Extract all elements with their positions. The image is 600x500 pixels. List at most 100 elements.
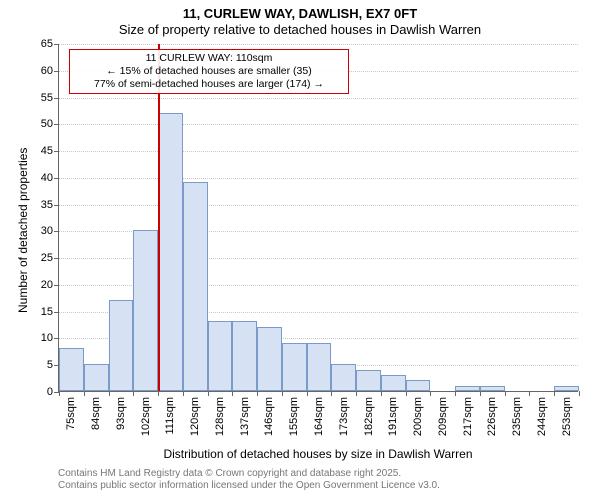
histogram-bar [381, 375, 406, 391]
callout-line: 77% of semi-detached houses are larger (… [75, 78, 343, 91]
xtick-mark [554, 391, 555, 396]
histogram-bar [84, 364, 109, 391]
histogram-bar [208, 321, 233, 391]
xtick-mark [59, 391, 60, 396]
xtick-mark [158, 391, 159, 396]
marker-line [158, 44, 160, 391]
ytick-label: 45 [41, 145, 53, 157]
chart-title: 11, CURLEW WAY, DAWLISH, EX7 0FT [0, 6, 600, 21]
histogram-bar [109, 300, 134, 391]
histogram-bar [133, 230, 158, 391]
xtick-label: 102sqm [140, 397, 152, 436]
xtick-label: 173sqm [338, 397, 350, 436]
histogram-bar [455, 386, 480, 391]
xtick-label: 120sqm [189, 397, 201, 436]
xtick-mark [331, 391, 332, 396]
histogram-bar [232, 321, 257, 391]
histogram-bar [331, 364, 356, 391]
xtick-mark [529, 391, 530, 396]
ytick-label: 65 [41, 38, 53, 50]
xtick-mark [579, 391, 580, 396]
xtick-mark [480, 391, 481, 396]
gridline [59, 98, 578, 99]
xtick-mark [406, 391, 407, 396]
xtick-mark [505, 391, 506, 396]
xtick-label: 253sqm [561, 397, 573, 436]
xtick-label: 200sqm [412, 397, 424, 436]
histogram-bar [158, 113, 183, 391]
xtick-mark [282, 391, 283, 396]
xtick-mark [232, 391, 233, 396]
ytick-label: 25 [41, 252, 53, 264]
xtick-label: 93sqm [115, 397, 127, 430]
xtick-label: 111sqm [164, 397, 176, 435]
plot-area: 0510152025303540455055606575sqm84sqm93sq… [58, 44, 578, 392]
xtick-label: 75sqm [65, 397, 77, 430]
ytick-label: 20 [41, 279, 53, 291]
xtick-label: 235sqm [511, 397, 523, 436]
histogram-bar [480, 386, 505, 391]
ytick-mark [54, 312, 59, 313]
attribution-line: Contains public sector information licen… [58, 480, 440, 492]
gridline [59, 44, 578, 45]
histogram-bar [282, 343, 307, 391]
ytick-mark [54, 151, 59, 152]
xtick-mark [183, 391, 184, 396]
ytick-label: 55 [41, 92, 53, 104]
xtick-mark [84, 391, 85, 396]
chart-container: 11, CURLEW WAY, DAWLISH, EX7 0FT Size of… [0, 0, 600, 500]
xtick-label: 182sqm [363, 397, 375, 436]
ytick-mark [54, 205, 59, 206]
callout-line: 11 CURLEW WAY: 110sqm [75, 52, 343, 65]
gridline [59, 151, 578, 152]
title-block: 11, CURLEW WAY, DAWLISH, EX7 0FT Size of… [0, 6, 600, 37]
ytick-label: 35 [41, 199, 53, 211]
histogram-bar [59, 348, 84, 391]
histogram-bar [406, 380, 431, 391]
callout-line: ← 15% of detached houses are smaller (35… [75, 65, 343, 78]
xtick-mark [307, 391, 308, 396]
gridline [59, 178, 578, 179]
ytick-label: 10 [41, 332, 53, 344]
ytick-label: 0 [47, 386, 53, 398]
xtick-label: 128sqm [214, 397, 226, 436]
histogram-bar [307, 343, 332, 391]
ytick-label: 60 [41, 65, 53, 77]
xtick-mark [257, 391, 258, 396]
ytick-mark [54, 285, 59, 286]
xtick-label: 191sqm [387, 397, 399, 436]
xtick-label: 244sqm [536, 397, 548, 436]
histogram-bar [356, 370, 381, 391]
ytick-label: 5 [47, 359, 53, 371]
xtick-mark [133, 391, 134, 396]
ytick-mark [54, 258, 59, 259]
gridline [59, 205, 578, 206]
histogram-bar [257, 327, 282, 391]
ytick-label: 40 [41, 172, 53, 184]
xtick-mark [381, 391, 382, 396]
ytick-mark [54, 338, 59, 339]
xtick-mark [356, 391, 357, 396]
xtick-mark [430, 391, 431, 396]
histogram-bar [554, 386, 579, 391]
ytick-mark [54, 71, 59, 72]
ytick-mark [54, 98, 59, 99]
chart-subtitle: Size of property relative to detached ho… [0, 22, 600, 37]
attribution-line: Contains HM Land Registry data © Crown c… [58, 468, 440, 480]
ytick-mark [54, 44, 59, 45]
xtick-label: 164sqm [313, 397, 325, 436]
xtick-label: 209sqm [437, 397, 449, 436]
gridline [59, 124, 578, 125]
xtick-mark [109, 391, 110, 396]
ytick-label: 50 [41, 118, 53, 130]
xtick-label: 146sqm [263, 397, 275, 436]
xtick-label: 84sqm [90, 397, 102, 430]
xtick-mark [208, 391, 209, 396]
xtick-label: 217sqm [462, 397, 474, 436]
ytick-label: 15 [41, 306, 53, 318]
y-axis-label: Number of detached properties [16, 148, 30, 313]
ytick-mark [54, 231, 59, 232]
attribution-block: Contains HM Land Registry data © Crown c… [58, 468, 440, 492]
xtick-mark [455, 391, 456, 396]
x-axis-label: Distribution of detached houses by size … [58, 447, 578, 461]
